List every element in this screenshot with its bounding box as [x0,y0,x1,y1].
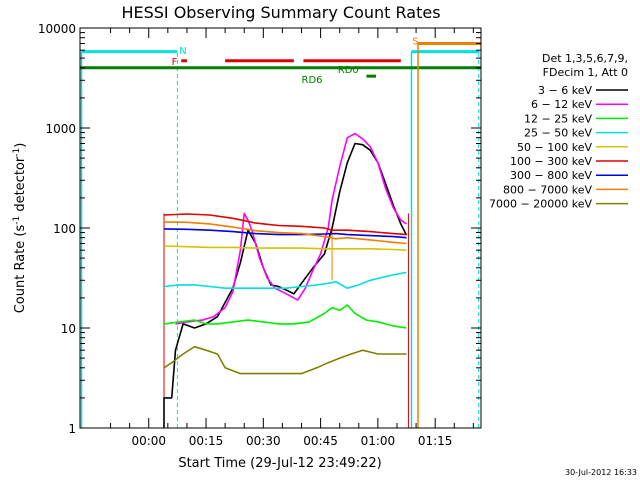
x-tick-label: 00:15 [189,434,224,448]
x-tick-label: 01:15 [418,434,453,448]
series-line [163,213,407,236]
x-tick-label: 00:00 [131,434,166,448]
x-tick-label: 00:45 [303,434,338,448]
legend-label: 300 − 800 keV [510,169,592,182]
legend-label: 100 − 300 keV [510,155,592,168]
series-line [163,221,407,245]
legend-label: 25 − 50 keV [524,127,592,140]
footer-date: 30-Jul-2012 16:33 [565,468,637,477]
x-tick-label: 00:30 [246,434,281,448]
legend-label: 800 − 7000 keV [503,183,592,196]
y-tick-label: 100 [53,222,76,236]
annotation-label: S [412,36,418,47]
y-tick-label: 1 [68,422,76,436]
y-axis-label: Count Rate (s-1 detector-1) [12,143,28,314]
series-line [175,132,407,325]
series-line [163,271,407,290]
annotation-label: RD0 [338,65,359,76]
legend-header: Det 1,3,5,6,7,9, [542,52,628,65]
chart-title: HESSI Observing Summary Count Rates [121,3,440,22]
y-tick-label: 10 [61,322,76,336]
x-axis: 00:00 00:15 00:30 00:45 01:00 01:15 [110,28,474,448]
legend-label: 7000 − 20000 keV [489,198,592,211]
series-line [163,245,407,251]
series-line [163,304,407,329]
annotation-layer: NF RD0 RD6 S [172,36,419,85]
y-axis: 1 10 100 1000 10000 [38,22,481,436]
series-layer [163,132,408,428]
legend-label: 50 − 100 keV [517,141,592,154]
legend-header: FDecim 1, Att 0 [543,66,628,79]
legend-label: 3 − 6 keV [538,84,592,97]
series-line [163,228,407,239]
x-axis-label: Start Time (29-Jul-12 23:49:22) [178,456,381,471]
plot-frame [79,27,482,429]
x-tick-label: 01:00 [361,434,396,448]
legend-label: 12 − 25 keV [524,112,592,125]
annotation-label: F [172,57,178,68]
legend: Det 1,3,5,6,7,9,FDecim 1, Att 0 3 − 6 keV… [489,52,628,211]
instrument-state-markers [80,41,481,428]
legend-label: 6 − 12 keV [531,98,592,111]
annotation-label: RD6 [302,75,323,86]
y-tick-label: 1000 [45,122,76,136]
annotation-label: N [179,46,186,57]
y-tick-label: 10000 [38,22,76,36]
series-line [163,345,407,375]
